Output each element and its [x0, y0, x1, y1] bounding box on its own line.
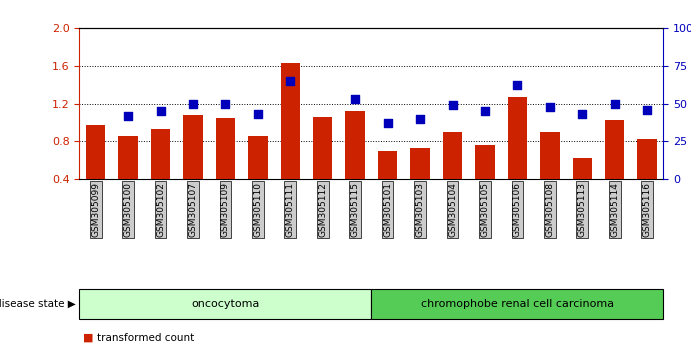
Point — [577, 111, 588, 117]
Point — [285, 78, 296, 84]
Point — [187, 101, 198, 107]
Text: GSM305107: GSM305107 — [189, 182, 198, 237]
Bar — [151, 129, 170, 179]
Bar — [475, 145, 495, 179]
FancyBboxPatch shape — [79, 289, 371, 319]
Text: GSM305111: GSM305111 — [286, 182, 295, 237]
Point — [545, 104, 556, 109]
Point — [642, 107, 653, 113]
Bar — [573, 158, 592, 179]
Point — [155, 108, 166, 114]
Bar — [118, 136, 138, 179]
Point — [609, 101, 621, 107]
Bar — [346, 111, 365, 179]
Bar — [281, 63, 300, 179]
Text: GSM305100: GSM305100 — [124, 182, 133, 237]
Bar — [637, 139, 657, 179]
Text: GSM305106: GSM305106 — [513, 182, 522, 237]
Bar — [216, 118, 235, 179]
Bar — [86, 125, 106, 179]
Text: ■: ■ — [83, 333, 93, 343]
Point — [220, 101, 231, 107]
Text: GSM305116: GSM305116 — [643, 182, 652, 237]
Bar — [508, 97, 527, 179]
Bar — [605, 120, 625, 179]
Text: GSM305110: GSM305110 — [254, 182, 263, 237]
Text: oncocytoma: oncocytoma — [191, 298, 260, 309]
Bar — [378, 150, 397, 179]
Text: GSM305103: GSM305103 — [415, 182, 424, 237]
Bar — [183, 115, 202, 179]
Text: GSM305114: GSM305114 — [610, 182, 619, 237]
Text: GSM305105: GSM305105 — [480, 182, 489, 237]
Bar — [540, 132, 560, 179]
Text: transformed count: transformed count — [97, 333, 194, 343]
Point — [252, 111, 263, 117]
Text: GSM305104: GSM305104 — [448, 182, 457, 237]
Point — [122, 113, 133, 118]
Point — [512, 83, 523, 88]
Point — [415, 116, 426, 121]
Point — [480, 108, 491, 114]
Text: GSM305101: GSM305101 — [383, 182, 392, 237]
Bar — [410, 148, 430, 179]
Point — [382, 120, 393, 126]
Text: GSM305099: GSM305099 — [91, 182, 100, 237]
Point — [350, 96, 361, 102]
Text: GSM305108: GSM305108 — [545, 182, 554, 237]
Text: GSM305113: GSM305113 — [578, 182, 587, 237]
Text: chromophobe renal cell carcinoma: chromophobe renal cell carcinoma — [421, 298, 614, 309]
FancyBboxPatch shape — [371, 289, 663, 319]
Bar — [248, 136, 267, 179]
Bar — [313, 117, 332, 179]
Point — [447, 102, 458, 108]
Text: GSM305102: GSM305102 — [156, 182, 165, 237]
Bar — [443, 132, 462, 179]
Text: GSM305112: GSM305112 — [319, 182, 328, 237]
Text: GSM305109: GSM305109 — [221, 182, 230, 237]
Text: GSM305115: GSM305115 — [351, 182, 360, 237]
Text: disease state ▶: disease state ▶ — [0, 298, 76, 309]
